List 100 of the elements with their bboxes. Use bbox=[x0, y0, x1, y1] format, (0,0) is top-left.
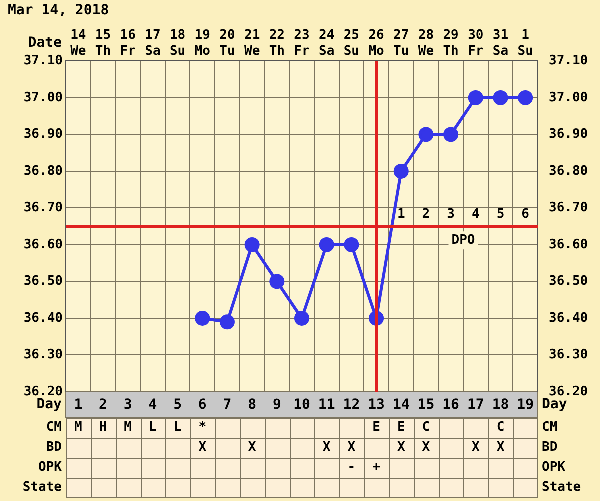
annotation: 4 bbox=[472, 206, 480, 222]
annotation: 5 bbox=[496, 206, 505, 222]
point bbox=[195, 310, 210, 326]
x-tick-label: 1 Su bbox=[518, 28, 534, 59]
point bbox=[493, 90, 508, 106]
x-tick-label: 31 Sa bbox=[492, 28, 509, 59]
y2-tick-label: 36.80 bbox=[549, 164, 588, 179]
annotation: 2 bbox=[422, 206, 430, 222]
x-tick-label: 22 Th bbox=[269, 28, 285, 59]
text: M bbox=[123, 419, 133, 437]
point bbox=[394, 164, 409, 179]
text: E bbox=[396, 419, 406, 437]
text: OPK bbox=[542, 459, 566, 477]
annotation: 1 bbox=[397, 206, 406, 222]
y2-tick-label: 36.40 bbox=[549, 310, 588, 326]
y2-tick-label: 36.90 bbox=[549, 127, 588, 142]
text: X bbox=[496, 439, 506, 457]
text: State bbox=[542, 479, 582, 497]
point bbox=[319, 237, 334, 252]
y-tick-label: 36.60 bbox=[24, 237, 64, 252]
y-tick-label: 36.70 bbox=[24, 200, 64, 216]
x-tick-label: 18 Su bbox=[170, 28, 186, 59]
x2-tick-label: 14 bbox=[392, 397, 410, 414]
y2-tick-label: 36.20 bbox=[549, 384, 588, 400]
x-tick-label: 17 Sa bbox=[145, 28, 161, 59]
x-tick-label: 30 Fr bbox=[468, 28, 484, 59]
x2-tick-label: 4 bbox=[148, 397, 158, 414]
x2-tick-label: 5 bbox=[174, 397, 182, 414]
text: OPK bbox=[38, 460, 62, 475]
point bbox=[344, 237, 360, 252]
text: X bbox=[470, 439, 481, 457]
annotation: DPO bbox=[452, 232, 476, 248]
x-tick-label: 25 Su bbox=[344, 28, 360, 59]
x2-tick-label: 17 bbox=[467, 397, 484, 414]
x2-tick-label: 13 bbox=[368, 397, 385, 414]
text: CM bbox=[542, 419, 558, 437]
point bbox=[220, 314, 235, 330]
text: State bbox=[22, 480, 62, 495]
y2-tick-label: 37.10 bbox=[549, 54, 588, 69]
x2-tick-label: 16 bbox=[442, 397, 460, 414]
x-tick-label: 29 Th bbox=[443, 28, 459, 59]
text: L bbox=[148, 419, 158, 437]
x2-tick-label: 7 bbox=[223, 397, 232, 414]
text: BD bbox=[542, 439, 558, 457]
point bbox=[518, 90, 534, 106]
x-tick-label: 23 Fr bbox=[294, 28, 310, 59]
x2-tick-label: 9 bbox=[272, 397, 282, 414]
x2-tick-label: 8 bbox=[248, 397, 257, 414]
x-tick-label: 27 Tu bbox=[394, 28, 410, 59]
x2-tick-label: 12 bbox=[343, 397, 360, 414]
y-tick-label: 36.50 bbox=[24, 274, 64, 290]
x-tick-label: 26 Mo bbox=[368, 28, 385, 59]
text: X bbox=[247, 439, 258, 457]
text: X bbox=[346, 439, 357, 457]
y2-tick-label: 36.30 bbox=[549, 348, 588, 363]
x2-tick-label: 18 bbox=[492, 397, 510, 414]
annotation: 3 bbox=[447, 206, 455, 222]
x-tick-label: 14 We bbox=[70, 28, 86, 59]
x-tick-label: 24 Sa bbox=[319, 28, 335, 59]
text: H bbox=[98, 419, 108, 437]
x2-tick-label: 10 bbox=[294, 397, 310, 414]
x-tick-label: 21 We bbox=[244, 28, 260, 59]
point bbox=[444, 127, 459, 142]
point bbox=[294, 310, 310, 326]
y2-tick-label: 36.70 bbox=[549, 200, 588, 216]
x2-tick-label: 1 bbox=[74, 397, 83, 414]
x-tick-label: 28 We bbox=[418, 28, 434, 59]
text: X bbox=[198, 439, 208, 457]
text: X bbox=[396, 439, 406, 457]
x-axis-title: Date bbox=[28, 35, 62, 52]
text: X bbox=[322, 439, 332, 457]
y-tick-label: 36.90 bbox=[24, 127, 64, 142]
point bbox=[244, 237, 260, 252]
y-tick-label: 36.20 bbox=[24, 384, 64, 400]
y-tick-label: 37.00 bbox=[24, 90, 64, 106]
x2-tick-label: 15 bbox=[418, 397, 435, 414]
x-tick-label: 15 Th bbox=[95, 28, 112, 59]
chart-title: Mar 14, 2018 bbox=[8, 2, 110, 19]
y-tick-label: 36.80 bbox=[24, 164, 64, 179]
text: - bbox=[346, 459, 357, 477]
point bbox=[270, 274, 285, 290]
text: Day bbox=[36, 396, 62, 413]
text: CM bbox=[46, 420, 62, 435]
annotation: 6 bbox=[522, 206, 530, 222]
text: C bbox=[421, 419, 432, 437]
y2-tick-label: 36.60 bbox=[549, 237, 588, 252]
x2-tick-label: 11 bbox=[318, 397, 336, 414]
y2-tick-label: 36.50 bbox=[549, 274, 588, 290]
x-tick-label: 20 Tu bbox=[220, 28, 236, 59]
text: BD bbox=[46, 440, 62, 455]
x2-tick-label: 3 bbox=[124, 397, 132, 414]
x-tick-label: 16 Fr bbox=[120, 28, 136, 59]
point bbox=[418, 127, 434, 142]
y-tick-label: 37.10 bbox=[24, 54, 64, 69]
x-tick-label: 19 Mo bbox=[194, 28, 211, 59]
text: C bbox=[496, 419, 506, 437]
x2-tick-label: 2 bbox=[99, 397, 108, 414]
text: X bbox=[421, 439, 432, 457]
x2-tick-label: 6 bbox=[198, 397, 207, 414]
y-tick-label: 36.30 bbox=[24, 348, 64, 363]
